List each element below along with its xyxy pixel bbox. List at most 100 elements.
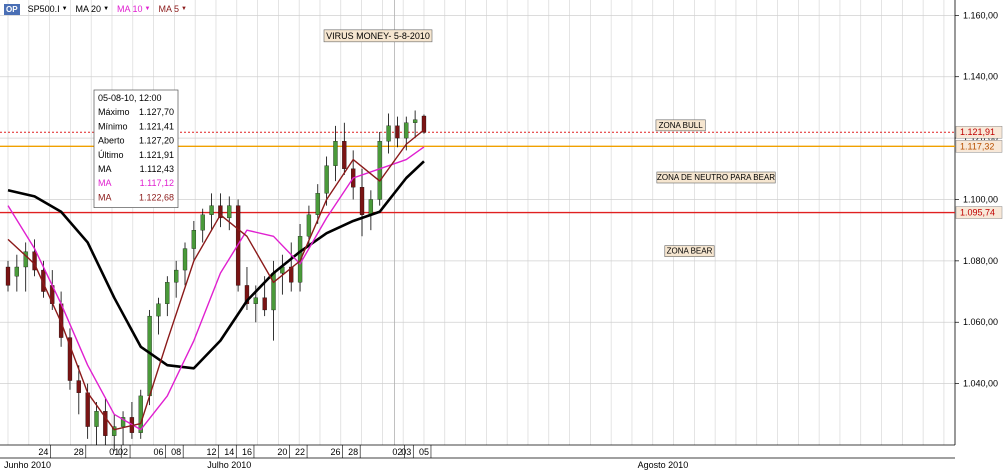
- tooltip-row-label: Aberto: [98, 136, 125, 146]
- candle-body[interactable]: [421, 115, 427, 133]
- tooltip-row-label: MA: [98, 164, 112, 174]
- candle-body[interactable]: [156, 303, 161, 317]
- candle-body[interactable]: [41, 269, 46, 292]
- candle-body[interactable]: [404, 122, 409, 139]
- x-tick-label: 14: [224, 447, 234, 457]
- zone-label: ZONA DE NEUTRO PARA BEAR: [657, 173, 775, 182]
- candle-body[interactable]: [218, 205, 223, 219]
- zone-label-box: [655, 119, 706, 132]
- indicator-ma10[interactable]: MA 10 ▼: [117, 4, 150, 14]
- candle-body[interactable]: [253, 297, 258, 304]
- candle-body[interactable]: [333, 141, 338, 166]
- indicator-label: MA 20: [75, 4, 102, 14]
- candle-body[interactable]: [342, 141, 347, 169]
- tooltip-row-value: 1.117,12: [140, 178, 174, 188]
- candle-body[interactable]: [262, 297, 267, 311]
- candle-body[interactable]: [386, 125, 391, 142]
- candle-body[interactable]: [120, 417, 126, 427]
- candle-body[interactable]: [5, 266, 11, 286]
- level-label: 1.095,74: [960, 208, 995, 218]
- candle-body[interactable]: [395, 125, 400, 139]
- tooltip-box: [93, 89, 179, 208]
- x-tick-label: 28: [348, 447, 358, 457]
- tooltip-row-label: Máximo: [98, 107, 130, 117]
- candle-body[interactable]: [200, 214, 205, 231]
- tooltip-row-label: MA: [98, 192, 112, 202]
- indicator-label: MA 5: [158, 4, 179, 14]
- candle-body[interactable]: [209, 205, 214, 215]
- x-tick-label: 08: [171, 447, 181, 457]
- x-tick-label: 12: [207, 447, 217, 457]
- candle-body[interactable]: [23, 251, 28, 268]
- candle-body[interactable]: [289, 266, 294, 283]
- tooltip-row-value: 1.112,43: [140, 164, 174, 174]
- indicator-ma20[interactable]: MA 20 ▼: [76, 4, 109, 14]
- series-line: [7, 146, 425, 431]
- candle-body[interactable]: [67, 337, 73, 381]
- tooltip-row-value: 1.121,91: [139, 150, 174, 160]
- zone-label: ZONA BULL: [659, 121, 704, 130]
- x-month-label: Junho 2010: [4, 460, 51, 470]
- series-line: [7, 129, 425, 431]
- zone-label-box: [664, 245, 715, 257]
- candle-body[interactable]: [85, 392, 90, 427]
- candle-body[interactable]: [377, 141, 382, 200]
- candle-body[interactable]: [368, 199, 374, 215]
- app-logo: OP: [4, 3, 20, 15]
- x-month-label: Agosto 2010: [638, 460, 689, 470]
- x-tick-label: 02: [392, 447, 402, 457]
- candle-body[interactable]: [412, 119, 418, 123]
- level-badge: [955, 206, 1003, 219]
- symbol-selector[interactable]: SP500.I ▼: [28, 4, 68, 14]
- level-label: 1.121,91: [960, 127, 995, 137]
- y-tick-label: 1.160,00: [963, 10, 998, 20]
- tooltip-row-value: 1.122,68: [139, 192, 174, 202]
- candle-body[interactable]: [174, 269, 179, 283]
- tooltip-row-label: Mínimo: [98, 121, 128, 131]
- candle-body[interactable]: [14, 266, 20, 277]
- candle-body[interactable]: [138, 395, 143, 433]
- y-tick-label: 1.040,00: [963, 379, 998, 389]
- x-tick-label: 01: [109, 447, 119, 457]
- candle-body[interactable]: [94, 411, 99, 427]
- x-tick-label: 22: [295, 447, 305, 457]
- candle-body[interactable]: [32, 251, 37, 271]
- tooltip-row-value: 1.121,41: [139, 121, 174, 131]
- level-label: 1.117,32: [960, 141, 994, 151]
- x-month-label: Julho 2010: [207, 460, 251, 470]
- candle-body[interactable]: [315, 193, 320, 215]
- candle-body[interactable]: [147, 315, 152, 397]
- candle-body[interactable]: [182, 248, 188, 271]
- candle-body[interactable]: [191, 230, 197, 249]
- toolbar: OP SP500.I ▼ MA 20 ▼ MA 10 ▼ MA 5 ▼: [4, 2, 187, 16]
- x-tick-label: 02: [118, 447, 128, 457]
- tooltip-row-value: 1.127,70: [139, 107, 174, 117]
- candle-body[interactable]: [165, 282, 170, 304]
- x-tick-label: 26: [330, 447, 340, 457]
- zone-label-box: [656, 171, 776, 184]
- candle-body[interactable]: [324, 165, 329, 194]
- chevron-down-icon: ▼: [103, 6, 110, 12]
- candle-body[interactable]: [306, 214, 312, 237]
- candle-body[interactable]: [227, 205, 232, 219]
- zone-label: ZONA BEAR: [667, 247, 713, 256]
- candle-body[interactable]: [359, 187, 365, 215]
- chevron-down-icon: ▼: [181, 6, 187, 12]
- symbol-label: SP500.I: [27, 4, 60, 14]
- level-badge: [955, 125, 1003, 139]
- tooltip-row-value: 1.127,20: [139, 136, 174, 146]
- candle-body[interactable]: [244, 285, 250, 304]
- candle-body[interactable]: [76, 380, 81, 393]
- indicator-ma5[interactable]: MA 5 ▼: [158, 4, 186, 14]
- candle-body[interactable]: [103, 411, 108, 436]
- x-tick-label: 24: [38, 447, 48, 457]
- level-badge: [955, 140, 1003, 153]
- tooltip-header: 05-08-10, 12:00: [98, 93, 162, 103]
- y-tick-label: 1.080,00: [963, 256, 998, 266]
- y-tick-label: 1.060,00: [963, 317, 998, 327]
- chart-title: VIRUS MONEY- 5-8-2010: [326, 31, 430, 41]
- candle-body[interactable]: [112, 426, 117, 436]
- y-tick-label: 1.140,00: [963, 72, 998, 82]
